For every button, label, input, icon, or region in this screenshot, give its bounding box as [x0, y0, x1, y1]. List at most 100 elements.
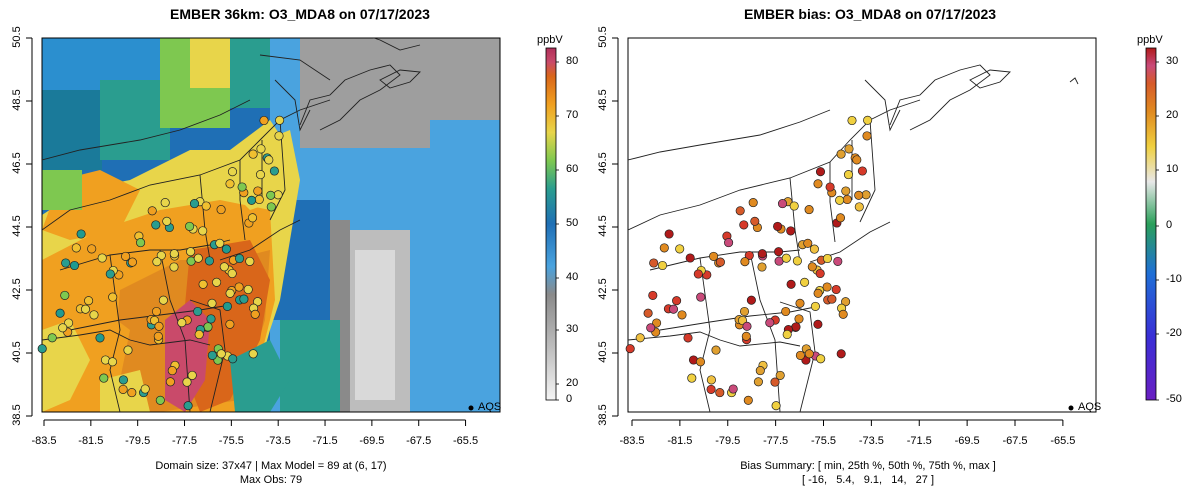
bias-site-marker [831, 284, 841, 295]
right-aqs-points [625, 115, 873, 411]
right-y-tick-label: 50.5 [597, 26, 609, 48]
bias-site-marker [740, 257, 750, 267]
aqs-site-marker [58, 323, 68, 333]
bias-site-marker [648, 290, 658, 300]
right-y-tick-label: 48.5 [597, 89, 609, 111]
left-x-tick-label: -83.5 [31, 435, 57, 447]
left-y-tick-label: 38.5 [11, 404, 23, 426]
aqs-site-marker [156, 250, 166, 261]
aqs-site-marker [47, 333, 57, 343]
aqs-site-marker [60, 290, 70, 300]
aqs-site-marker [185, 221, 195, 231]
aqs-site-marker [158, 295, 168, 305]
aqs-site-marker [183, 401, 193, 411]
right-colorbar [1145, 47, 1157, 401]
aqs-site-marker [234, 282, 244, 292]
aqs-site-marker [216, 205, 226, 215]
bias-site-marker [715, 388, 725, 398]
ozone-field [42, 38, 500, 412]
left-x-tick-label: -67.5 [406, 435, 432, 447]
right-cb-tick-30: 30 [1166, 55, 1179, 67]
left-x-tick-label: -65.5 [453, 435, 479, 447]
aqs-site-marker [245, 256, 255, 266]
bias-site-marker [757, 262, 767, 272]
aqs-site-marker [177, 318, 187, 328]
bias-site-marker [786, 226, 796, 236]
bias-site-marker [677, 310, 687, 320]
aqs-site-marker [234, 253, 245, 264]
bias-site-marker [668, 304, 679, 314]
bias-site-marker [715, 257, 725, 267]
right-cb-tick-10: 10 [1166, 163, 1179, 175]
right-x-tick-label: -75.5 [810, 435, 837, 447]
bias-site-marker [854, 190, 864, 200]
right-x-tick-label: -67.5 [1002, 435, 1028, 447]
bias-site-marker [782, 329, 792, 340]
aqs-site-marker [204, 256, 214, 266]
left-caption-line1: Domain size: 37x47 | Max Model = 89 at (… [155, 460, 387, 472]
right-x-tick-label: -83.5 [619, 435, 645, 447]
bias-site-marker [672, 296, 682, 306]
aqs-site-marker [127, 257, 137, 267]
left-cb-tick-80: 80 [566, 55, 579, 67]
aqs-site-marker [225, 288, 235, 298]
right-legend-dot [1068, 405, 1074, 411]
aqs-site-marker [99, 373, 109, 383]
bias-site-marker [739, 220, 749, 230]
left-y-tick-label: 40.5 [11, 341, 23, 363]
right-cb-tick-0: 0 [1166, 219, 1173, 231]
bias-site-marker [815, 268, 825, 279]
bias-site-marker [755, 366, 765, 376]
bias-site-marker [777, 199, 788, 209]
aqs-site-marker [189, 199, 200, 209]
left-colorbar [545, 47, 557, 401]
bias-site-marker [842, 194, 852, 205]
bias-site-marker [735, 206, 745, 216]
bias-site-marker [739, 306, 750, 317]
aqs-site-marker [61, 258, 71, 268]
bias-site-marker [852, 155, 862, 165]
aqs-site-marker [121, 251, 131, 261]
aqs-site-marker [225, 319, 235, 329]
right-map-title: EMBER bias: O3_MDA8 on 07/17/2023 [743, 6, 997, 22]
bias-site-marker [863, 115, 873, 125]
aqs-site-marker [275, 115, 285, 125]
aqs-site-marker [187, 370, 197, 380]
right-x-tick-label: -65.5 [1050, 435, 1076, 447]
bias-site-marker [807, 262, 817, 272]
left-unit-label: ppbV [537, 34, 563, 46]
left-legend-label: AQS [478, 401, 502, 413]
right-legend-label: AQS [1078, 401, 1102, 413]
aqs-site-marker [222, 301, 232, 311]
bias-site-marker [794, 314, 804, 324]
aqs-site-marker [206, 314, 216, 324]
left-aqs-points [37, 115, 285, 411]
aqs-site-marker [118, 375, 128, 385]
aqs-site-marker [250, 309, 260, 319]
aqs-site-marker [127, 388, 137, 398]
bias-site-marker [706, 375, 716, 385]
right-unit-label: ppbV [1137, 34, 1163, 46]
bias-site-marker [635, 333, 645, 343]
aqs-site-marker [154, 321, 164, 331]
right-boundaries [628, 64, 1079, 412]
right-y-tick-label: 40.5 [597, 341, 609, 363]
bias-site-marker [841, 297, 851, 307]
bias-site-marker [652, 318, 662, 328]
bias-site-marker [748, 198, 758, 208]
bias-site-marker [771, 401, 781, 411]
aqs-site-marker [140, 384, 150, 394]
left-x-tick-label: -73.5 [265, 435, 291, 447]
aqs-site-marker [95, 333, 105, 343]
aqs-site-marker [248, 149, 258, 159]
right-y-tick-label: 42.5 [597, 278, 609, 300]
aqs-site-marker [256, 144, 266, 154]
bias-site-marker [822, 282, 832, 292]
bias-site-marker [844, 144, 854, 154]
aqs-site-marker [152, 257, 162, 267]
right-caption-line1: Bias Summary: [ min, 25th %, 50th %, 75t… [740, 460, 996, 472]
aqs-site-marker [153, 331, 163, 341]
aqs-site-marker [76, 229, 86, 239]
aqs-site-marker [247, 195, 257, 205]
aqs-site-marker [219, 262, 229, 272]
